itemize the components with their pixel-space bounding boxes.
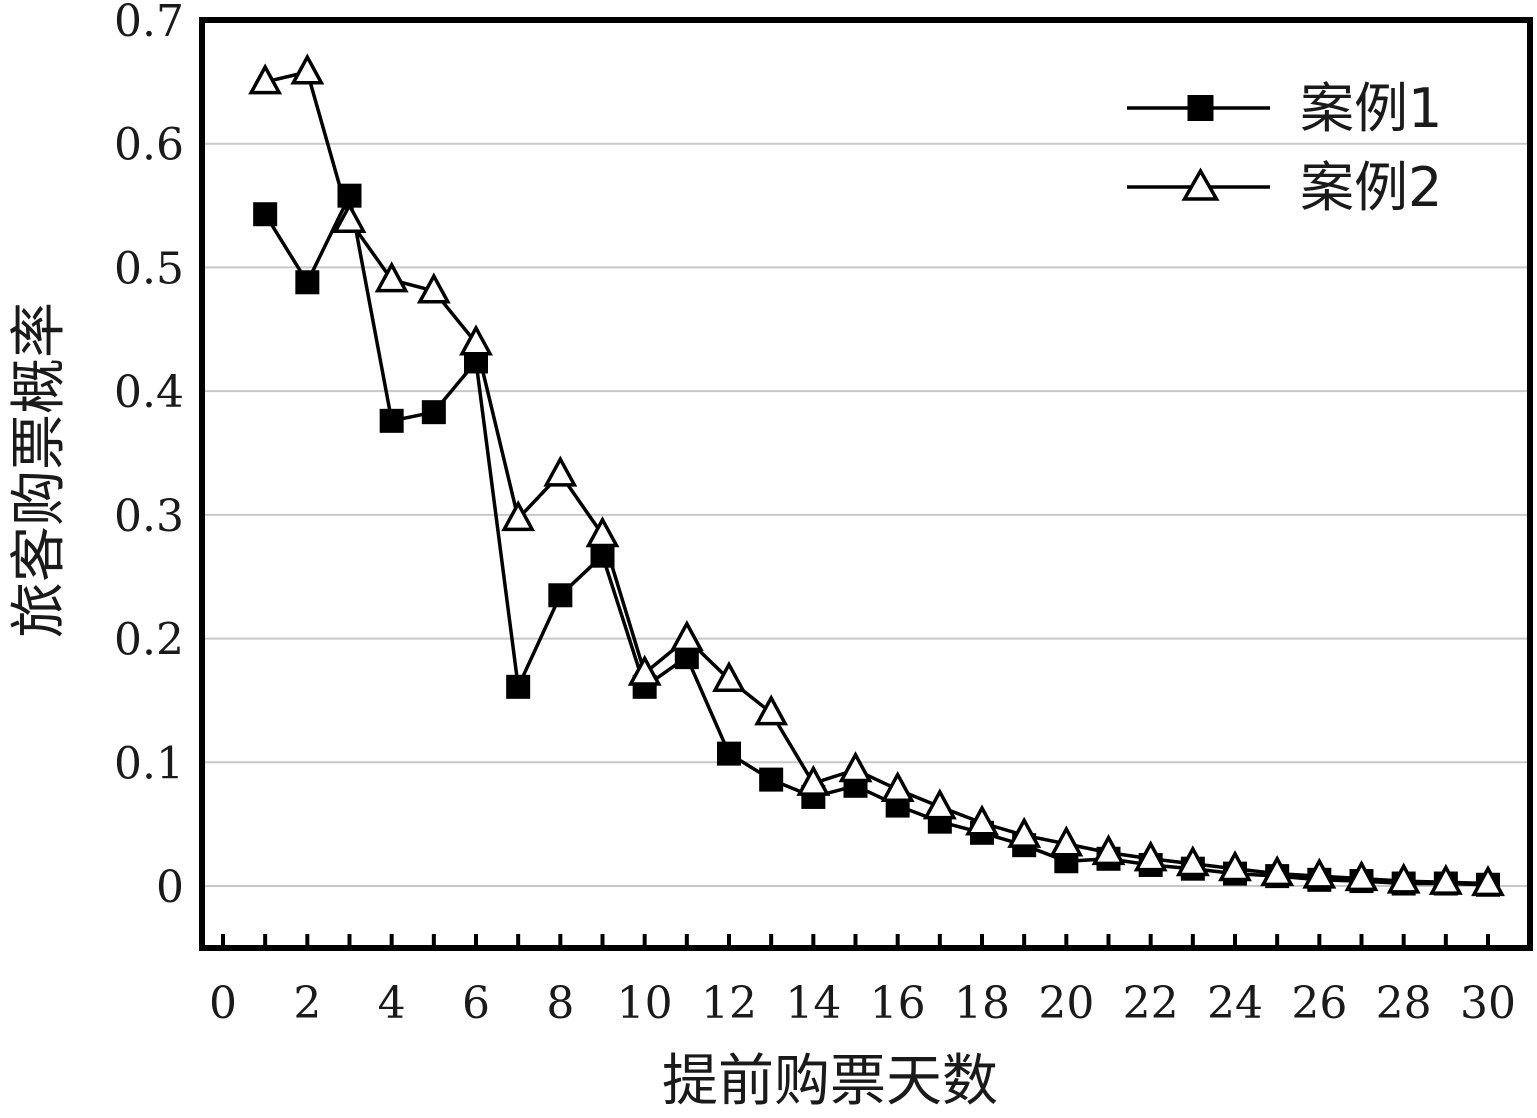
x-tick-label: 14 — [785, 978, 841, 1029]
y-tick-label: 0.6 — [114, 120, 184, 171]
data-point — [585, 516, 620, 548]
data-point — [1344, 860, 1379, 892]
y-tick-label: 0.1 — [114, 738, 184, 789]
y-axis-title: 旅客购票概率 — [7, 302, 72, 638]
x-axis: 0 2 4 6 8 10 12 14 16 18 20 22 24 26 28 30 — [209, 934, 1516, 1029]
x-tick-label: 28 — [1376, 978, 1432, 1029]
data-point — [332, 201, 367, 233]
data-point — [543, 455, 578, 487]
data-point — [295, 270, 320, 295]
x-tick-label: 12 — [701, 978, 757, 1029]
legend-item-1: 案例1 — [1127, 77, 1442, 140]
x-tick-label: 30 — [1460, 978, 1516, 1029]
gridlines — [205, 142, 1527, 887]
data-point — [421, 400, 446, 425]
data-point — [1471, 864, 1505, 897]
data-point — [501, 500, 536, 532]
data-point — [253, 202, 278, 227]
data-point — [290, 53, 325, 85]
legend-item-2: 案例2 — [1127, 156, 1442, 219]
series-layer — [248, 53, 1505, 897]
series-2 — [248, 53, 1505, 897]
x-tick-label: 10 — [617, 978, 673, 1029]
x-tick-label: 4 — [378, 978, 406, 1029]
data-point — [1133, 840, 1168, 872]
data-point — [838, 751, 873, 783]
data-point — [379, 408, 404, 433]
data-point — [459, 324, 493, 356]
legend-label: 案例1 — [1300, 77, 1442, 140]
x-tick-label: 2 — [293, 978, 321, 1029]
data-point — [1428, 863, 1463, 895]
data-point — [796, 764, 831, 796]
data-point — [1007, 816, 1042, 848]
data-point — [712, 660, 746, 692]
data-point — [1260, 855, 1295, 887]
data-point — [1175, 845, 1210, 877]
data-point — [754, 694, 789, 726]
x-tick-label: 6 — [462, 978, 490, 1029]
data-point — [669, 620, 704, 652]
data-point — [416, 272, 451, 304]
x-tick-label: 16 — [870, 978, 926, 1029]
y-tick-label: 0.3 — [114, 491, 184, 542]
y-tick-label: 0.5 — [114, 243, 184, 294]
x-tick-label: 22 — [1123, 978, 1179, 1029]
legend-label: 案例2 — [1300, 156, 1442, 219]
data-point — [374, 261, 409, 293]
data-point — [1302, 857, 1337, 889]
y-tick-label: 0.4 — [114, 367, 184, 418]
x-tick-label: 24 — [1207, 978, 1263, 1029]
data-point — [922, 788, 957, 820]
x-tick-label: 8 — [546, 978, 574, 1029]
legend-marker — [1181, 167, 1220, 201]
x-tick-label: 26 — [1291, 978, 1347, 1029]
data-point — [248, 63, 283, 95]
y-tick-label: 0.7 — [114, 0, 184, 47]
x-tick-label: 18 — [954, 978, 1010, 1029]
data-point — [1091, 834, 1126, 866]
data-point — [1218, 850, 1252, 882]
y-tick-label: 0.2 — [114, 615, 184, 666]
data-point — [880, 770, 915, 803]
data-point — [717, 741, 741, 766]
data-point — [1386, 862, 1421, 894]
plot-frame — [199, 17, 1533, 951]
data-point — [1049, 825, 1084, 857]
legend-marker — [1187, 95, 1214, 121]
y-tick-label: 0 — [156, 862, 184, 913]
x-axis-title: 提前购票天数 — [662, 1049, 998, 1114]
data-point — [548, 583, 573, 608]
data-point — [759, 767, 784, 792]
data-point — [627, 654, 662, 686]
data-point — [506, 674, 531, 699]
x-tick-label: 0 — [209, 978, 237, 1029]
x-tick-label: 20 — [1038, 978, 1094, 1029]
data-point — [965, 804, 999, 836]
y-axis: 0 0.1 0.2 0.3 0.4 0.5 0.6 0.7 — [114, 0, 184, 913]
